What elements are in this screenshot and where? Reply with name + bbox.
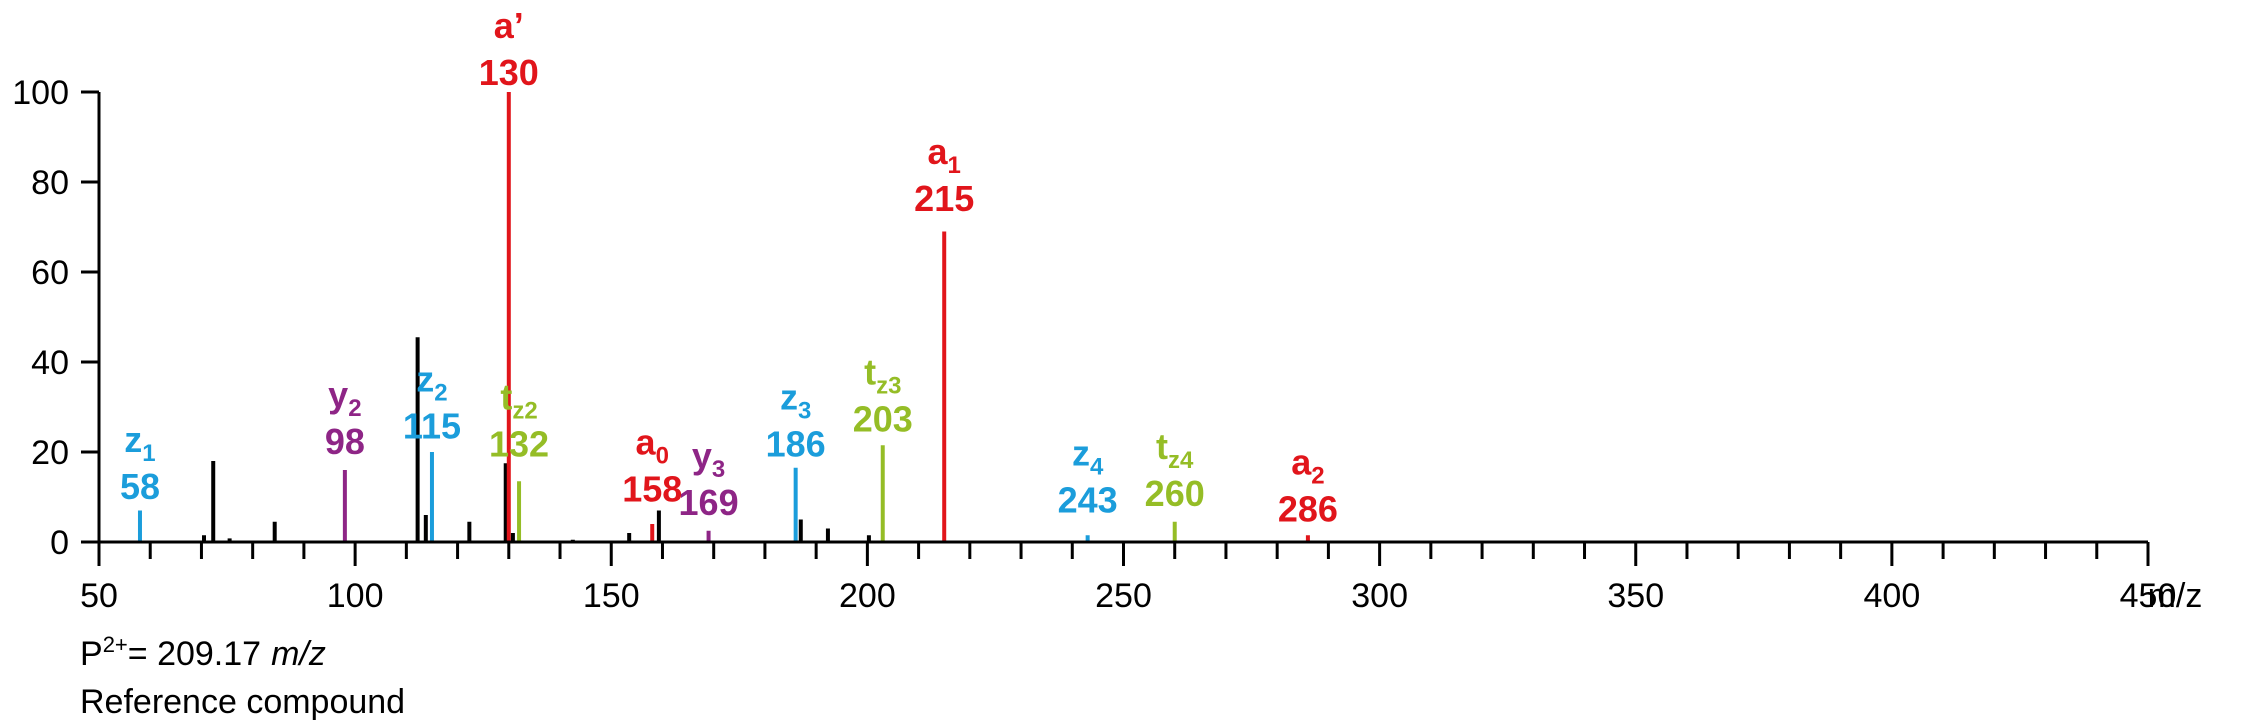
ion-label: y3 bbox=[692, 435, 725, 483]
ion-label: a2 bbox=[1291, 442, 1324, 490]
ion-label: z4 bbox=[1072, 433, 1104, 481]
ion-mz-value: 243 bbox=[1058, 480, 1118, 521]
x-tick-label-350: 350 bbox=[1607, 577, 1664, 615]
ion-label: tz2 bbox=[500, 376, 537, 424]
ion-letter: a bbox=[928, 131, 949, 172]
precursor-prefix: P bbox=[80, 635, 103, 673]
ion-subscript: 3 bbox=[798, 397, 811, 424]
ion-letter: z bbox=[416, 358, 434, 399]
ion-letter: t bbox=[1156, 426, 1168, 467]
y-tick-label-0: 0 bbox=[50, 524, 69, 562]
x-tick-label-100: 100 bbox=[327, 577, 384, 615]
ion-subscript: 3 bbox=[712, 456, 725, 483]
ion-mz-value: 215 bbox=[914, 178, 974, 219]
ion-subscript: z4 bbox=[1168, 447, 1194, 474]
ion-subscript: 2 bbox=[348, 395, 361, 422]
x-tick-label-450: 450 bbox=[2120, 577, 2177, 615]
y-tick-label-60: 60 bbox=[31, 254, 69, 292]
ion-subscript: 2 bbox=[1311, 463, 1324, 490]
ticks-layer bbox=[81, 90, 2150, 566]
ion-label: a1 bbox=[928, 131, 961, 179]
ion-subscript: 0 bbox=[656, 442, 669, 469]
x-tick-label-400: 400 bbox=[1864, 577, 1921, 615]
ion-label: a’ bbox=[494, 5, 524, 46]
ion-label: tz4 bbox=[1156, 426, 1194, 474]
precursor-value: = 209.17 bbox=[128, 635, 261, 673]
ion-letter: a bbox=[1291, 442, 1312, 483]
ion-label: z1 bbox=[124, 419, 155, 467]
axes-layer bbox=[97, 92, 2148, 544]
ion-mz-value: 132 bbox=[489, 423, 549, 464]
precursor-label: P2+= 209.17 m/z bbox=[80, 632, 326, 673]
ion-label: a0 bbox=[636, 421, 669, 469]
ion-mz-value: 58 bbox=[120, 466, 160, 507]
ion-mz-value: 158 bbox=[622, 468, 682, 509]
x-tick-label-200: 200 bbox=[839, 577, 896, 615]
x-tick-label-300: 300 bbox=[1351, 577, 1408, 615]
annotation-a-130: a’ 130 bbox=[479, 5, 539, 93]
ion-mz-value: 260 bbox=[1145, 473, 1205, 514]
ion-letter: a’ bbox=[494, 5, 524, 46]
ion-subscript: 2 bbox=[434, 379, 447, 406]
y-tick-label-100: 100 bbox=[12, 74, 69, 112]
ion-mz-value: 169 bbox=[679, 482, 739, 523]
x-axis-unit-label: m/z bbox=[2148, 577, 2203, 615]
ion-letter: y bbox=[692, 435, 712, 476]
ion-subscript: z3 bbox=[876, 373, 901, 400]
ion-mz-value: 130 bbox=[479, 52, 539, 93]
ion-mz-value: 203 bbox=[853, 399, 913, 440]
ion-label: tz3 bbox=[864, 352, 901, 400]
y-tick-label-20: 20 bbox=[31, 434, 69, 472]
y-tick-label-40: 40 bbox=[31, 344, 69, 382]
ion-mz-value: 115 bbox=[403, 405, 461, 446]
ion-subscript: z2 bbox=[512, 397, 537, 424]
caption-label: Reference compound bbox=[80, 683, 405, 721]
ion-letter: z bbox=[124, 419, 142, 460]
ion-mz-value: 186 bbox=[766, 423, 826, 464]
ion-subscript: 1 bbox=[142, 440, 155, 467]
ion-label: z2 bbox=[416, 358, 447, 406]
peaks-layer bbox=[137, 92, 1310, 542]
ion-letter: t bbox=[864, 352, 876, 393]
ion-letter: y bbox=[328, 374, 348, 415]
ion-letter: a bbox=[636, 421, 657, 462]
ion-letter: z bbox=[780, 376, 798, 417]
ion-mz-value: 98 bbox=[325, 421, 365, 462]
precursor-charge: 2+ bbox=[103, 632, 128, 657]
ion-label: z3 bbox=[780, 376, 811, 424]
ion-subscript: 1 bbox=[948, 152, 961, 179]
ion-label: y2 bbox=[328, 374, 361, 422]
precursor-unit: m/z bbox=[271, 635, 326, 673]
ion-mz-value: 286 bbox=[1278, 489, 1338, 530]
x-tick-label-150: 150 bbox=[583, 577, 640, 615]
y-tick-label-80: 80 bbox=[31, 164, 69, 202]
ion-letter: z bbox=[1072, 433, 1090, 474]
x-tick-label-50: 50 bbox=[80, 577, 118, 615]
peak-annotations-layer: z158y298z2115tz2132a’130a0158y3169z3186t… bbox=[120, 5, 1338, 530]
ion-letter: t bbox=[500, 376, 512, 417]
x-tick-label-250: 250 bbox=[1095, 577, 1152, 615]
ion-subscript: 4 bbox=[1090, 454, 1104, 481]
